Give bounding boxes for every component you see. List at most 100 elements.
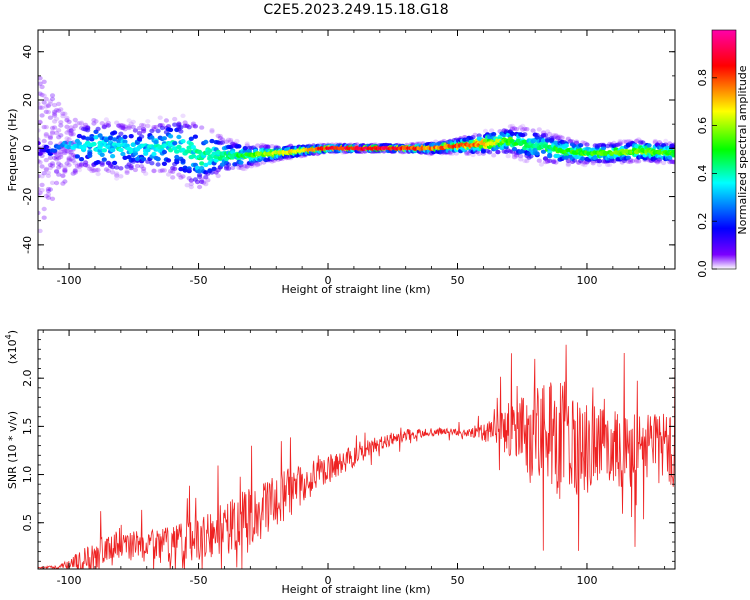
heatmap-cell xyxy=(62,169,68,174)
heatmap-cell xyxy=(505,153,511,159)
heatmap-cell xyxy=(646,143,652,148)
heatmap-cell xyxy=(188,141,194,147)
heatmap-cell xyxy=(64,140,70,145)
heatmap-ridge-cell xyxy=(109,147,116,153)
heatmap-cell xyxy=(215,173,221,179)
heatmap-cell xyxy=(54,180,60,186)
heatmap-cell xyxy=(470,135,476,140)
heatmap-cell xyxy=(62,165,68,170)
heatmap-cell xyxy=(547,152,553,158)
spectrogram-frame xyxy=(37,29,676,270)
heatmap-cell xyxy=(112,137,118,142)
heatmap-ridge-cell xyxy=(118,147,124,153)
heatmap-cell xyxy=(66,149,72,155)
heatmap-cell xyxy=(470,152,476,158)
heatmap-cell xyxy=(161,149,167,155)
heatmap-ridge-cell xyxy=(62,140,68,146)
heatmap-cell xyxy=(105,120,111,126)
heatmap-cell xyxy=(58,154,64,160)
snr-x-axis-label: Height of straight line (km) xyxy=(281,583,430,596)
heatmap-cell xyxy=(47,187,54,192)
heatmap-cell xyxy=(563,143,569,148)
colorbar-frame xyxy=(711,29,737,270)
heatmap-cell xyxy=(180,174,186,179)
heatmap-cell xyxy=(103,117,109,122)
heatmap-cell xyxy=(571,158,578,163)
heatmap-cell xyxy=(163,118,169,123)
heatmap-cell xyxy=(56,128,62,133)
heatmap-cell xyxy=(580,162,586,167)
heatmap-cell xyxy=(49,131,56,136)
heatmap-cell xyxy=(174,154,180,160)
heatmap-cell xyxy=(551,133,557,138)
heatmap-cell xyxy=(636,159,642,164)
snr-y-axis-label: SNR (10 * v/v) xyxy=(6,411,19,489)
heatmap-cell xyxy=(174,157,180,163)
heatmap-cell xyxy=(45,192,52,197)
heatmap-cell xyxy=(103,137,109,143)
heatmap-cell xyxy=(509,123,515,129)
heatmap-cell xyxy=(172,116,178,122)
heatmap-cell xyxy=(518,157,524,162)
heatmap-cell xyxy=(38,190,43,195)
heatmap-cell xyxy=(72,170,78,175)
heatmap-cell xyxy=(128,134,134,139)
heatmap-cell xyxy=(60,173,66,178)
heatmap-cell xyxy=(464,150,470,155)
heatmap-cell xyxy=(578,143,584,148)
heatmap-cell xyxy=(39,164,45,169)
heatmap-cell xyxy=(38,119,43,125)
heatmap-cell xyxy=(228,137,234,143)
heatmap-cell xyxy=(38,105,43,110)
heatmap-cell xyxy=(199,177,205,182)
heatmap-cell xyxy=(627,159,634,165)
heatmap-cell xyxy=(522,132,528,137)
heatmap-cell xyxy=(165,172,172,177)
heatmap-cell xyxy=(522,126,528,132)
heatmap-cell xyxy=(149,128,155,134)
heatmap-cell xyxy=(574,154,580,160)
heatmap-cell xyxy=(223,139,230,144)
heatmap-cell xyxy=(617,140,623,145)
heatmap-cell xyxy=(124,170,130,175)
heatmap-cell xyxy=(58,133,64,138)
heatmap-ridge-cell xyxy=(128,147,134,153)
heatmap-ridge-cell xyxy=(176,144,182,150)
heatmap-cell xyxy=(110,154,116,159)
heatmap-cell xyxy=(47,101,54,107)
heatmap-cell xyxy=(43,124,49,130)
heatmap-cell xyxy=(495,149,501,155)
heatmap-cell xyxy=(114,173,120,178)
heatmap-cell xyxy=(120,124,126,129)
heatmap-cell xyxy=(38,137,41,142)
heatmap-cell xyxy=(64,161,70,166)
heatmap-cell xyxy=(151,168,157,173)
heatmap-cell xyxy=(110,170,116,175)
heatmap-cell xyxy=(600,146,607,151)
heatmap-cell xyxy=(49,163,56,168)
heatmap-cell xyxy=(226,166,232,171)
heatmap-cell xyxy=(230,165,236,170)
heatmap-cell xyxy=(242,166,248,172)
heatmap-cell xyxy=(170,175,176,180)
heatmap-cell xyxy=(667,155,673,160)
heatmap-cell xyxy=(43,104,49,109)
heatmap-cell xyxy=(671,160,675,165)
heatmap-cell xyxy=(259,142,265,148)
heatmap-cell xyxy=(130,119,136,125)
heatmap-cell xyxy=(534,132,540,138)
heatmap-cell xyxy=(238,160,244,165)
heatmap-cell xyxy=(513,154,520,159)
heatmap-cell xyxy=(68,128,74,133)
heatmap-cell xyxy=(553,160,559,165)
heatmap-cell xyxy=(518,153,524,159)
y-tick-label: -20 xyxy=(21,188,34,206)
heatmap-cell xyxy=(139,134,145,139)
heatmap-cell xyxy=(85,136,91,141)
heatmap-cell xyxy=(172,141,178,146)
heatmap-cell xyxy=(226,162,232,167)
heatmap-cell xyxy=(203,139,209,145)
heatmap-cell xyxy=(122,139,128,144)
heatmap-cell xyxy=(72,117,78,123)
